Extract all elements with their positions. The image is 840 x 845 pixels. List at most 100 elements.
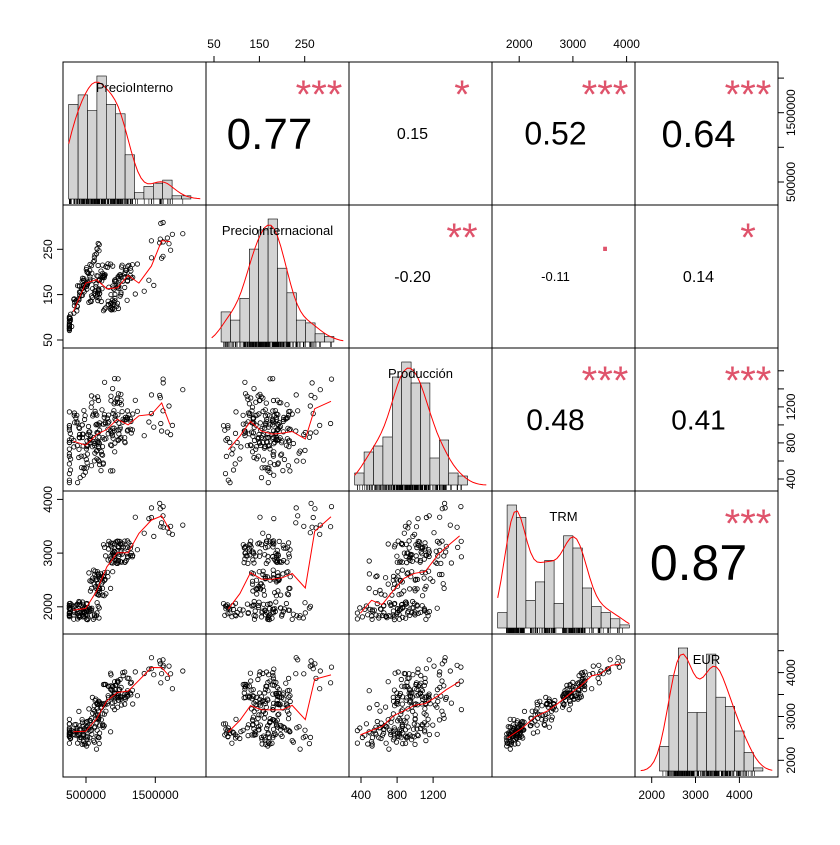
scatter-point xyxy=(112,440,118,446)
histogram-bar xyxy=(220,311,231,343)
scatter-point xyxy=(413,524,420,530)
scatter-point xyxy=(100,722,106,729)
axis-tick-label: 3000 xyxy=(682,788,709,802)
scatter-point xyxy=(270,575,276,581)
histogram-bar xyxy=(553,603,564,629)
scatter-point xyxy=(447,668,453,674)
scatter-point xyxy=(281,456,287,463)
scatter-point xyxy=(83,719,90,725)
scatter-point xyxy=(276,711,282,717)
scatter-point xyxy=(244,443,250,449)
scatter-point xyxy=(159,428,165,434)
scatter-point xyxy=(409,569,415,575)
scatter-point xyxy=(256,599,262,605)
scatter-point xyxy=(287,693,293,699)
scatter-point xyxy=(354,740,360,746)
scatter-point xyxy=(578,670,584,676)
significance-stars: *** xyxy=(725,502,772,546)
scatter-point xyxy=(91,567,97,573)
scatter-point xyxy=(422,729,428,735)
histogram-bar xyxy=(572,547,583,629)
scatter-point xyxy=(582,675,588,681)
scatter-point xyxy=(83,446,90,452)
scatter-point xyxy=(272,407,278,414)
scatter-point xyxy=(117,272,123,278)
scatter-point xyxy=(85,423,92,430)
scatter-point xyxy=(75,479,81,486)
scatter-point xyxy=(312,661,318,667)
scatter-point xyxy=(66,603,73,609)
scatter-point xyxy=(441,658,448,664)
scatter-point xyxy=(251,598,257,605)
scatter-point xyxy=(87,735,93,741)
scatter-point xyxy=(378,720,384,726)
scatter-point xyxy=(265,688,271,694)
histogram-bar xyxy=(753,767,764,772)
scatter-point xyxy=(159,671,165,677)
scatter-point xyxy=(394,698,401,704)
scatter-point xyxy=(507,716,513,722)
scatter-point xyxy=(406,538,412,544)
scatter-point xyxy=(103,708,109,714)
scatter-point xyxy=(77,431,83,438)
smooth-line xyxy=(360,681,460,736)
scatter-point xyxy=(302,727,308,733)
scatter-point xyxy=(79,723,86,730)
scatter-point xyxy=(266,613,272,619)
scatter-point xyxy=(401,588,407,594)
scatter-point xyxy=(395,669,401,675)
scatter-point xyxy=(425,716,431,722)
scatter-point xyxy=(126,675,132,682)
scatter-point xyxy=(426,657,432,663)
scatter-point xyxy=(448,560,454,566)
scatter-point xyxy=(108,307,115,313)
axis-tick-label: 150 xyxy=(249,37,269,51)
scatter-point xyxy=(266,413,273,419)
scatter-point xyxy=(596,680,602,686)
significance-stars: ** xyxy=(446,216,477,260)
scatter-point xyxy=(284,402,290,408)
scatter-point xyxy=(234,609,240,616)
scatter-point xyxy=(85,270,92,277)
scatter-point xyxy=(99,286,105,292)
smooth-line xyxy=(507,663,622,739)
histogram-bar xyxy=(516,516,527,629)
scatter-point xyxy=(66,721,73,727)
scatter-point xyxy=(432,702,438,708)
scatter-point xyxy=(148,655,155,661)
density-curve xyxy=(640,653,773,772)
scatter-point xyxy=(396,728,402,734)
scatter-point xyxy=(414,557,420,563)
scatter-point xyxy=(256,440,263,446)
scatter-point xyxy=(240,727,246,733)
scatter-point xyxy=(275,700,281,707)
scatter-point xyxy=(285,412,292,418)
scatter-point xyxy=(274,397,280,403)
scatter-point xyxy=(534,729,541,735)
scatter-point xyxy=(257,420,263,426)
scatter-point xyxy=(146,277,152,283)
smooth-line xyxy=(73,515,171,611)
scatter-point xyxy=(294,613,300,619)
scatter-point xyxy=(405,608,411,615)
scatter-point xyxy=(249,603,255,609)
scatter-point xyxy=(271,515,277,522)
scatter-point xyxy=(95,240,101,247)
scatter-point xyxy=(88,404,94,410)
scatter-point xyxy=(382,575,389,581)
histogram-bar xyxy=(687,712,698,772)
scatter-point xyxy=(422,540,428,546)
scatter-point xyxy=(113,417,119,424)
scatter-point xyxy=(95,273,101,279)
scatter-point xyxy=(245,560,251,567)
scatter-point xyxy=(166,241,172,247)
scatter-point xyxy=(289,616,295,622)
scatter-point xyxy=(237,606,243,612)
scatter-point xyxy=(108,729,114,735)
scatter-point xyxy=(442,655,448,661)
axis-tick-label: 50 xyxy=(41,333,55,347)
correlation-value: 0.64 xyxy=(662,114,736,156)
scatter-point xyxy=(223,437,229,443)
scatter-point xyxy=(81,453,87,459)
scatter-point xyxy=(285,463,291,469)
